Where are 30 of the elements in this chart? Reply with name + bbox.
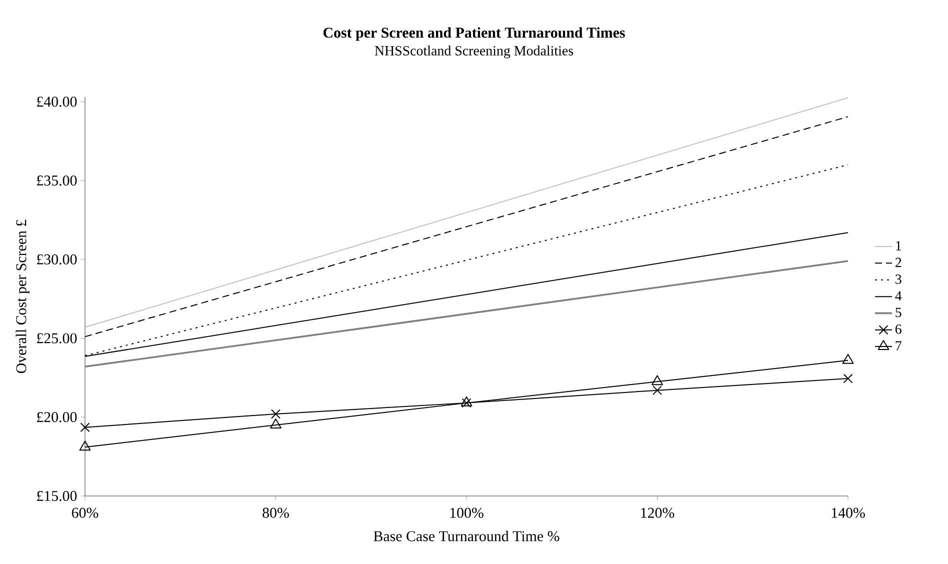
legend-label: 4 [895,291,902,300]
y-tick-label: £35.00 [37,176,77,186]
x-axis-title: Base Case Turnaround Time % [374,530,560,542]
point [79,440,91,451]
y-tick-label: £40.00 [37,96,77,107]
legend-label: 3 [896,274,902,284]
y-tick-label: £20.00 [37,412,77,422]
legend-label: 2 [895,258,902,268]
legend-label: 1 [896,241,902,250]
chart-title: Cost per Screen and Patient Turnaround Times [323,27,625,41]
legend-label: 5 [896,308,902,318]
x-tick-label: 80% [262,508,289,518]
legend-label: 7 [896,341,902,350]
point [80,422,90,432]
x-tick-label: 60% [72,508,98,518]
y-tick-label: £15.00 [37,490,77,502]
y-tick-label: £30.00 [37,254,77,265]
point [652,375,663,386]
point [271,409,281,419]
y-axis-title: Overall Cost per Screen £ [16,220,30,374]
legend-label: 6 [895,324,902,334]
x-tick-label: 140% [832,508,865,518]
y-tick-label: £25.00 [37,333,77,344]
point [842,354,854,364]
point [652,386,662,396]
chart-subtitle: NHSScotland Screening Modalities [374,46,574,58]
point [270,418,282,429]
point [843,374,853,384]
x-tick-label: 120% [641,508,674,518]
x-tick-label: 100% [450,508,484,518]
